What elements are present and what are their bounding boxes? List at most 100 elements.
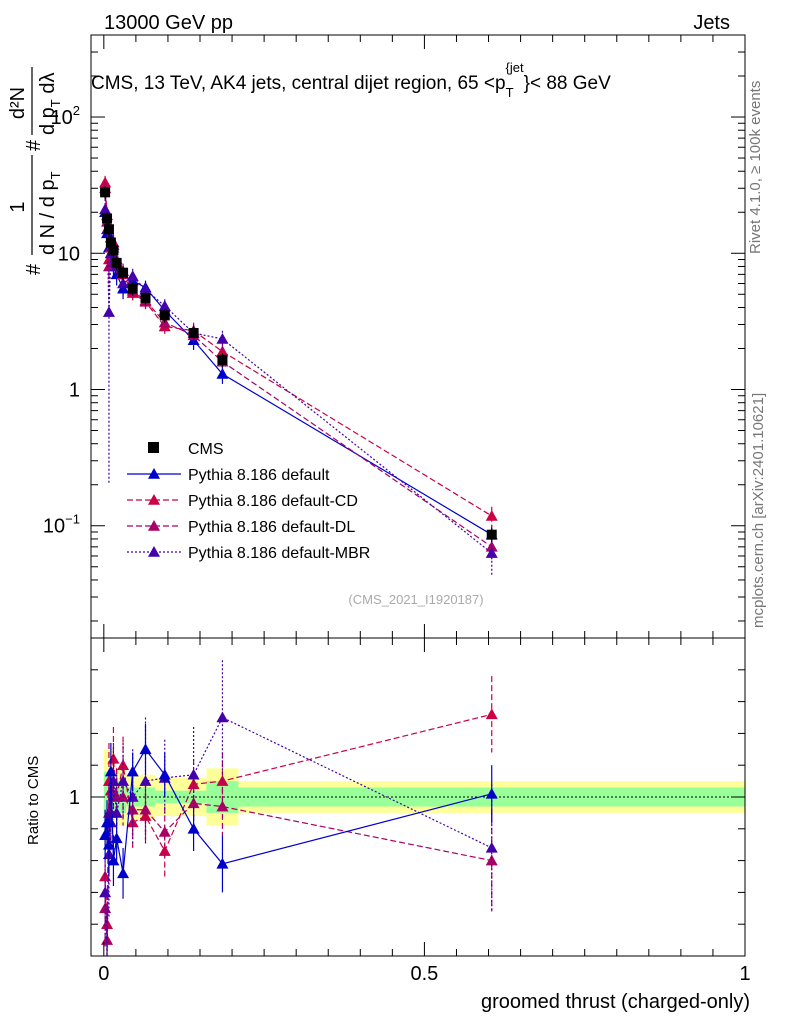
data-point <box>126 270 139 281</box>
ratio-point <box>187 768 200 780</box>
data-point <box>100 187 111 198</box>
data-point <box>485 509 498 521</box>
data-point <box>108 245 119 256</box>
x-tick-label: 1 <box>739 963 750 985</box>
ratio-point <box>485 841 498 853</box>
data-point <box>102 213 113 224</box>
x-axis-label: groomed thrust (charged-only) <box>481 991 750 1013</box>
data-point <box>105 237 116 248</box>
ratio-point <box>99 886 112 898</box>
legend-marker <box>148 546 160 557</box>
plot-title-sup: {jet <box>506 60 524 75</box>
legend-label: Pythia 8.186 default-DL <box>188 519 355 536</box>
ratio-point <box>187 822 200 834</box>
header-process: 13000 GeV pp <box>104 12 233 34</box>
data-point <box>158 300 171 311</box>
ratio-point <box>158 845 171 856</box>
legend-label: CMS <box>188 441 224 458</box>
plot-title-tail: }< 88 GeV <box>524 73 611 94</box>
legend-marker <box>148 442 159 453</box>
ratio-y-axis-label: Ratio to CMS <box>25 756 42 845</box>
legend-label: Pythia 8.186 default <box>188 467 330 484</box>
ratio-point <box>117 867 130 879</box>
ratio-point <box>99 829 112 840</box>
legend-marker <box>148 520 160 531</box>
main-y-tick-label: 1 <box>69 380 80 402</box>
ratio-point <box>187 797 200 809</box>
main-plot-panel: 10−1 1 10 102 CMS, 13 TeV, AK4 jets, centra… <box>7 34 746 639</box>
series-line <box>104 212 493 536</box>
ratio-point <box>216 711 229 723</box>
data-point <box>140 292 151 303</box>
ratio-plot-panel: 0 0.5 1 1 Ratio to CMS groomed thrust (char… <box>25 637 751 1013</box>
legend-entry-pythia-8-186-default-dl: Pythia 8.186 default-DL <box>127 519 355 536</box>
ratio-point <box>216 800 229 812</box>
ratio-point <box>139 803 152 815</box>
main-y-tick-label: 10−1 <box>43 512 80 538</box>
ratio-point <box>126 803 139 815</box>
ratio-point <box>158 768 171 780</box>
legend-marker <box>148 494 160 505</box>
plot-title-sub: T <box>506 85 514 100</box>
data-point <box>111 257 122 268</box>
ratio-point <box>485 708 498 720</box>
ratio-point <box>485 854 498 866</box>
data-point <box>118 267 129 278</box>
series-line <box>104 182 493 517</box>
plot-title-main: CMS, 13 TeV, AK4 jets, central dijet reg… <box>91 73 506 94</box>
y-label-denominator-2: d pT dλ <box>37 73 63 135</box>
main-y-tick-label: 102 <box>51 103 80 129</box>
y-label-numerator-1: 1 <box>7 201 29 212</box>
legend-label: Pythia 8.186 default-CD <box>188 493 358 510</box>
ratio-point <box>158 825 171 837</box>
ratio-point <box>110 832 123 844</box>
data-point <box>102 260 115 272</box>
ratio-point <box>126 765 139 777</box>
series-cms <box>100 186 497 542</box>
data-point <box>188 327 199 338</box>
ratio-series-pythia-8-186-default <box>99 723 498 899</box>
y-label-numerator-2: d²N <box>7 87 29 119</box>
legend-marker <box>148 468 160 479</box>
data-point <box>216 367 229 379</box>
x-tick-label: 0 <box>98 963 109 985</box>
legend-entry-cms: CMS <box>148 441 224 458</box>
ratio-point <box>216 857 229 869</box>
data-point <box>485 547 498 558</box>
data-point <box>127 283 138 294</box>
ratio-point <box>101 816 114 828</box>
legend-entry-pythia-8-186-default: Pythia 8.186 default <box>127 467 330 484</box>
ratio-point <box>117 775 130 786</box>
ratio-y-tick-label: 1 <box>69 787 80 809</box>
rivet-version-label: Rivet 4.1.0, ≥ 100k events <box>747 81 764 254</box>
ratio-point <box>102 838 115 850</box>
legend-entry-pythia-8-186-default-cd: Pythia 8.186 default-CD <box>127 493 358 510</box>
plot-title: CMS, 13 TeV, AK4 jets, central dijet reg… <box>91 60 611 100</box>
ratio-point <box>485 787 498 799</box>
data-point <box>103 224 114 235</box>
mcplots-source-label: mcplots.cern.ch [arXiv:2401.10621] <box>750 393 767 628</box>
ratio-point <box>139 743 152 755</box>
main-y-axis-label: # 1 d N / d pT # d²N d pT dλ <box>7 67 63 275</box>
ratio-point <box>139 775 152 786</box>
legend-label: Pythia 8.186 default-MBR <box>188 545 370 562</box>
data-point <box>159 310 170 321</box>
y-label-hash-2: # <box>23 139 45 151</box>
header-category: Jets <box>693 12 730 34</box>
data-point <box>139 283 152 295</box>
x-tick-label: 0.5 <box>411 963 439 985</box>
ratio-point <box>107 854 120 866</box>
analysis-watermark: (CMS_2021_I1920187) <box>348 592 483 607</box>
ratio-point <box>110 806 123 818</box>
data-point <box>102 306 115 317</box>
data-point <box>486 529 497 540</box>
data-point <box>99 203 112 215</box>
main-y-tick-label: 10 <box>58 243 80 265</box>
legend: CMS Pythia 8.186 default Pythia 8.186 defa… <box>127 441 370 562</box>
data-point <box>216 345 229 357</box>
legend-entry-pythia-8-186-default-mbr: Pythia 8.186 default-MBR <box>127 545 370 562</box>
y-label-hash-1: # <box>23 263 45 275</box>
y-label-denominator-1: d N / d pT <box>37 171 63 255</box>
ratio-point <box>104 765 117 777</box>
